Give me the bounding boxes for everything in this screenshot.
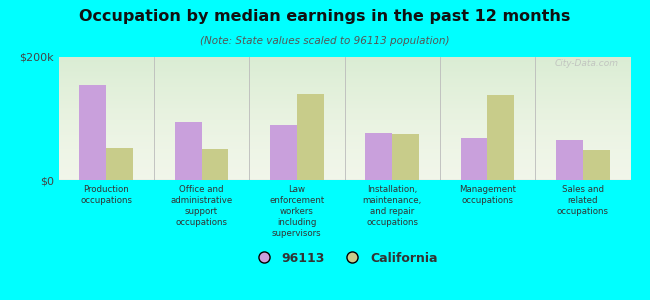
Bar — [392, 134, 419, 180]
Bar — [106, 148, 133, 180]
Bar — [297, 94, 324, 180]
Bar — [175, 122, 202, 180]
Bar — [488, 95, 514, 180]
Text: (Note: State values scaled to 96113 population): (Note: State values scaled to 96113 popu… — [200, 36, 450, 46]
Legend: 96113, California: 96113, California — [246, 247, 443, 270]
Text: City-Data.com: City-Data.com — [555, 59, 619, 68]
Bar — [202, 149, 228, 180]
Bar — [461, 138, 488, 180]
Bar — [556, 140, 583, 180]
Bar — [270, 124, 297, 180]
Bar — [79, 85, 106, 180]
Text: Occupation by median earnings in the past 12 months: Occupation by median earnings in the pas… — [79, 9, 571, 24]
Bar — [583, 151, 610, 180]
Bar — [365, 133, 392, 180]
